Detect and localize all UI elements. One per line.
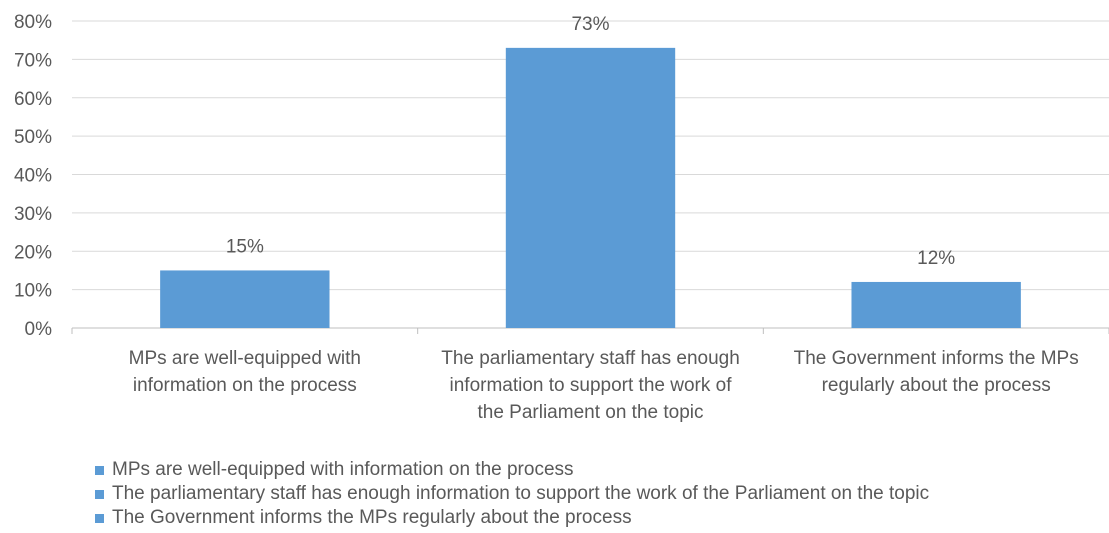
y-tick-label: 60% xyxy=(14,89,52,110)
y-tick-label: 10% xyxy=(14,281,52,302)
y-tick-label: 70% xyxy=(14,50,52,71)
bar xyxy=(505,47,676,329)
bar xyxy=(851,281,1021,328)
legend-item: MPs are well-equipped with information o… xyxy=(95,458,929,482)
y-tick-label: 0% xyxy=(25,319,53,340)
x-tick-label: The Government informs the MPs xyxy=(794,348,1079,369)
legend-label: The Government informs the MPs regularly… xyxy=(112,507,632,528)
legend-swatch xyxy=(95,513,104,523)
bar xyxy=(160,270,330,328)
legend-label: MPs are well-equipped with information o… xyxy=(112,459,574,480)
y-tick-label: 80% xyxy=(14,12,52,33)
x-tick-label: the Parliament on the topic xyxy=(477,402,703,423)
legend-label: The parliamentary staff has enough infor… xyxy=(112,483,930,504)
y-tick-label: 30% xyxy=(14,204,52,225)
bar-chart: 0% 10% 20% 30% 40% 50% 60% 70% 80% 15% MPs are wel… xyxy=(14,12,1109,423)
x-tick-label: regularly about the process xyxy=(822,375,1051,396)
x-tick-label: The parliamentary staff has enough xyxy=(441,348,740,369)
data-label: 15% xyxy=(226,236,264,257)
y-tick-label: 40% xyxy=(14,166,52,187)
data-label: 12% xyxy=(917,248,955,269)
x-tick-label: MPs are well-equipped with xyxy=(129,348,361,369)
x-tick-label: information to support the work of xyxy=(450,375,733,396)
legend-swatch xyxy=(95,489,104,499)
legend: MPs are well-equipped with information o… xyxy=(95,458,929,530)
legend-item: The Government informs the MPs regularly… xyxy=(95,506,929,530)
legend-item: The parliamentary staff has enough infor… xyxy=(95,482,929,506)
data-label: 73% xyxy=(571,14,609,35)
y-tick-label: 20% xyxy=(14,242,52,263)
legend-swatch xyxy=(95,465,104,475)
y-tick-label: 50% xyxy=(14,127,52,148)
x-tick-label: information on the process xyxy=(133,375,357,396)
